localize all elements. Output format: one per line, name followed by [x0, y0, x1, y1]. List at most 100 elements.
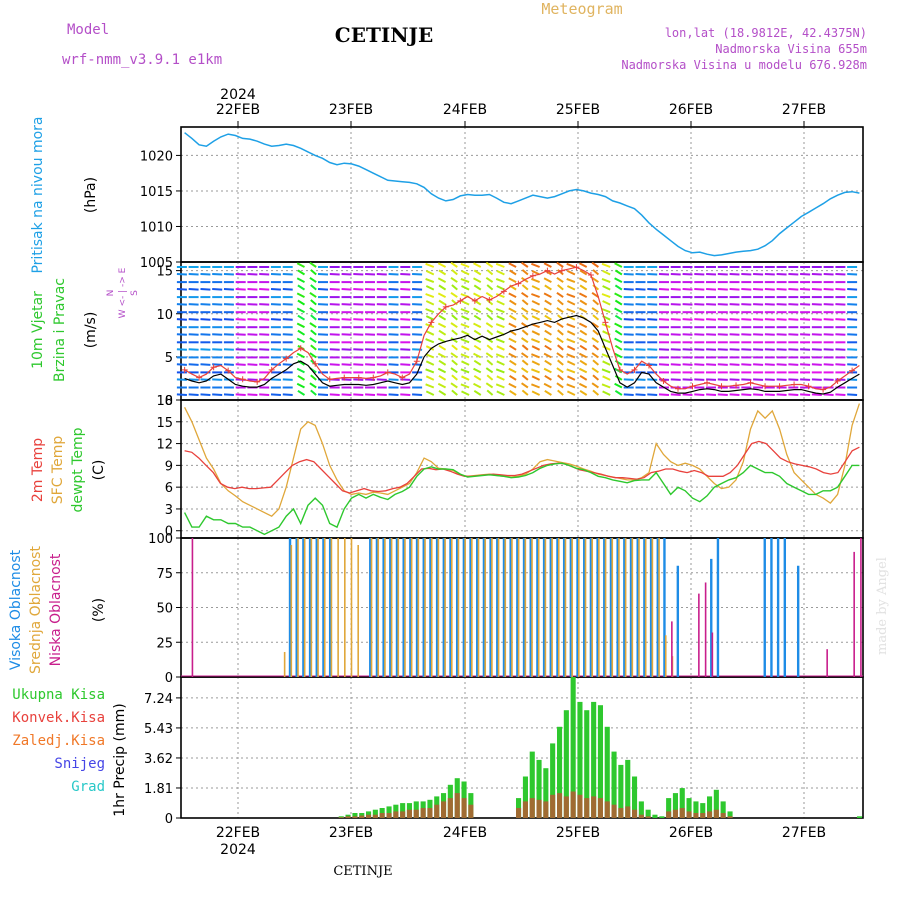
- x-tick-label-bottom: 23FEB: [329, 825, 373, 841]
- wind-barb: [438, 269, 447, 276]
- wind-barb: [309, 261, 317, 268]
- y-tick-label: 0: [165, 394, 173, 409]
- panel-frame: [180, 126, 864, 263]
- wind-barb: [388, 348, 399, 351]
- precip-conv-bar: [713, 809, 719, 818]
- wind-barb: [578, 262, 588, 268]
- gust-marker: [704, 379, 711, 386]
- wind-barb: [486, 269, 494, 276]
- wind-barb: [461, 375, 470, 381]
- wind-barb: [461, 300, 470, 306]
- wind-barb: [811, 333, 822, 336]
- wind-barb: [694, 393, 705, 396]
- wind-barb: [579, 269, 588, 276]
- wind-barb: [451, 314, 458, 321]
- wind-barb: [602, 300, 611, 306]
- wind-barb: [296, 262, 305, 268]
- wind-barb: [438, 359, 447, 366]
- wind-barb: [729, 333, 740, 336]
- wind-barb: [682, 273, 693, 276]
- precip-conv-bar: [454, 793, 460, 818]
- wind-barb: [485, 322, 494, 329]
- gust-marker: [283, 355, 290, 362]
- wind-barb: [682, 378, 693, 381]
- wind-barb: [317, 333, 329, 336]
- wind-barb: [176, 333, 187, 336]
- wind-barb: [694, 273, 705, 276]
- wind-barb: [521, 291, 529, 298]
- y-tick-label: 15: [156, 416, 173, 431]
- wind-barb: [235, 273, 246, 276]
- wind-barb: [460, 277, 470, 284]
- wind-barb: [800, 303, 811, 306]
- wind-barb: [485, 382, 494, 389]
- wind-barb: [592, 314, 600, 321]
- wind-barb: [823, 363, 834, 366]
- y-tick-label: 1005: [140, 256, 173, 271]
- wind-barb: [591, 337, 599, 344]
- wind-barb: [729, 378, 740, 381]
- wind-barb: [508, 292, 517, 298]
- wind-barb: [753, 378, 764, 381]
- precip-total-bar: [563, 710, 569, 818]
- wind-barb: [200, 393, 211, 396]
- wind-barb: [847, 393, 858, 396]
- precip-conv-bar: [359, 815, 365, 818]
- gust-marker: [631, 366, 638, 373]
- wind-barb: [647, 348, 658, 351]
- wind-barb: [297, 389, 306, 396]
- legend-snijeg: Snijeg: [54, 756, 105, 772]
- wind-barb: [592, 299, 600, 306]
- wind-barb: [376, 273, 387, 276]
- wind-barb: [296, 322, 305, 329]
- wind-barb: [309, 291, 317, 298]
- wind-barb: [259, 288, 270, 291]
- wind-barb: [544, 359, 552, 366]
- wind-barb: [460, 262, 470, 268]
- wind-barb: [486, 344, 494, 351]
- wind-barb: [176, 318, 187, 321]
- wind-barb: [566, 345, 576, 351]
- wind-barb: [682, 348, 693, 351]
- precip-conv-bar: [345, 816, 351, 818]
- x-tick-label-bottom: 26FEB: [669, 825, 713, 841]
- gust-marker: [645, 362, 652, 369]
- wind-barb: [706, 393, 717, 396]
- wind-barb: [788, 378, 799, 381]
- x-tick-label-top: 23FEB: [329, 102, 373, 118]
- wind-barb: [670, 273, 681, 276]
- wind-barb: [647, 393, 658, 396]
- wind-barb: [753, 303, 764, 306]
- precip-conv-bar: [441, 801, 447, 818]
- wind-barb: [496, 375, 505, 381]
- wind-barb: [508, 337, 517, 344]
- wind-barb: [425, 308, 435, 314]
- wind-barb: [601, 277, 611, 284]
- precip-total-bar: [686, 798, 692, 818]
- wind-barb: [341, 363, 352, 366]
- wind-barb: [509, 374, 517, 381]
- wind-barb: [521, 307, 529, 314]
- precip-total-bar: [604, 726, 610, 818]
- wind-barb: [623, 363, 634, 366]
- wind-barb: [486, 389, 494, 396]
- wind-barb: [473, 269, 482, 276]
- wind-barb: [461, 315, 470, 321]
- wind-barb: [310, 314, 317, 321]
- wind-barb: [557, 389, 564, 396]
- gust-marker: [805, 383, 812, 390]
- gust-marker: [210, 364, 217, 371]
- wind-barb: [531, 300, 541, 306]
- wind-barb: [531, 285, 541, 291]
- wind-barb: [602, 375, 611, 381]
- station-title: CETINJE: [335, 23, 433, 47]
- wind-barbs: [176, 261, 858, 396]
- wind-barb: [329, 348, 340, 351]
- wind-barb: [247, 378, 258, 381]
- wind-barb: [310, 344, 317, 351]
- precip-total-bar: [625, 759, 631, 818]
- wind-barb: [437, 277, 447, 283]
- year-top: 2024: [220, 87, 256, 103]
- wind-barb: [578, 292, 588, 298]
- wind-barb: [729, 303, 740, 306]
